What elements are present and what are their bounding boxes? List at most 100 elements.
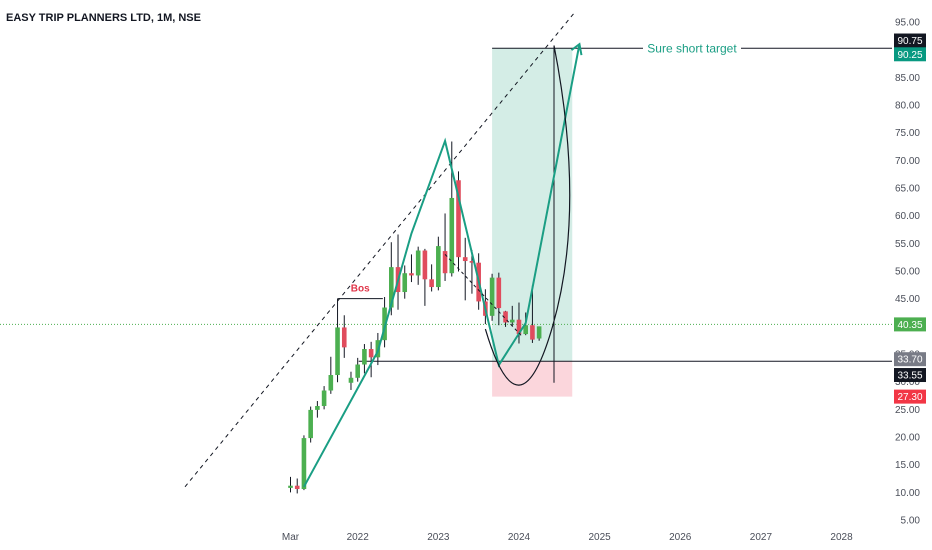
x-tick-label: 2024 [508,532,531,543]
candle-body [294,485,300,490]
candle [409,254,414,283]
candle-body [456,180,461,258]
y-tick-label: 20.00 [895,433,920,444]
candle-body [509,319,515,323]
candle [422,248,428,306]
candle-body [389,267,394,308]
time-axis: Mar 2022 2023 2024 2025 2026 2027 2028 [282,532,853,543]
price-axis: 95.0090.0085.0080.0075.0070.0065.0060.00… [895,18,920,527]
price-label: 33.70 [894,352,926,367]
y-tick-label: 25.00 [895,405,920,416]
candle-body [503,311,508,323]
candle [341,315,347,358]
y-tick-label: 95.00 [895,18,920,29]
bos-label: Bos [351,284,370,295]
price-label-text: 90.25 [897,50,922,61]
candle-body [530,325,535,340]
price-labels: 90.75 90.25 40.35 33.70 33.55 27.30 [894,33,926,404]
candle-body [288,485,293,488]
price-label-box [894,389,926,404]
candle [415,246,421,285]
candle-body [402,273,408,293]
y-tick-label: 80.00 [895,101,920,112]
candle-body [489,277,495,316]
y-tick-label: 55.00 [895,239,920,250]
candle-body [348,377,354,383]
price-label: 33.55 [894,368,926,383]
candle-body [523,325,528,335]
price-label: 90.25 [894,47,926,62]
y-tick-label: 45.00 [895,294,920,305]
candles [288,141,542,494]
price-label-text: 27.30 [897,392,922,403]
chart-title: EASY TRIP PLANNERS LTD, 1M, NSE [6,12,201,24]
price-label-text: 33.70 [897,355,922,366]
candle [294,478,300,494]
price-label-text: 90.75 [897,36,922,47]
candle [462,237,468,301]
candle [489,273,495,321]
candle-body [462,257,468,262]
stop-zone [492,361,573,397]
candle [509,305,515,327]
dashed-decline [444,254,523,337]
candle-body [409,273,414,276]
candle [348,371,354,390]
x-tick-label: 2026 [669,532,692,543]
y-tick-label: 50.00 [895,267,920,278]
candle [315,401,320,418]
candle [328,356,334,394]
price-label-box [894,352,926,367]
candle-body [429,279,434,288]
cup-curve [484,45,571,386]
candle [308,406,313,443]
candle-body [442,251,448,274]
x-tick-label: 2023 [427,532,450,543]
target-arrowhead [570,42,583,56]
price-label-box [894,368,926,383]
candle-body [368,349,374,358]
candle-body [328,375,334,391]
candle-body [382,307,387,341]
x-tick-label: 2027 [750,532,773,543]
y-tick-label: 10.00 [895,488,920,499]
reference-lines [0,45,892,383]
candle [516,302,522,344]
candle-body [301,438,307,490]
candle [496,272,502,326]
y-tick-label: 70.00 [895,156,920,167]
candle [368,341,374,378]
candle [301,435,307,491]
candle [530,285,535,343]
candle [442,213,448,281]
y-tick-label: 5.00 [901,516,921,527]
pattern-path [303,43,581,488]
candle [288,476,293,493]
price-label: 90.75 [894,33,926,48]
y-tick-label: 15.00 [895,460,920,471]
price-label-box [894,47,926,62]
candle-body [536,326,542,339]
candle-body [415,250,421,276]
x-tick-label: 2022 [347,532,370,543]
candle-body [315,406,320,410]
price-label-box [894,33,926,48]
price-label: 27.30 [894,389,926,404]
price-label-box [894,317,926,332]
candle [335,298,340,383]
x-tick-label: 2025 [588,532,611,543]
candle-body [422,250,428,280]
dashed-trendline [184,11,576,488]
candle [321,386,327,410]
position-zones [492,48,573,397]
candle [536,326,542,341]
candle [429,264,434,292]
y-tick-label: 60.00 [895,211,920,222]
candle-body [449,197,455,274]
candle-body [516,319,522,335]
candle-body [362,349,367,365]
drawings: Bos Sure short target [184,11,737,488]
candle-body [436,246,441,288]
x-tick-label: Mar [282,532,300,543]
